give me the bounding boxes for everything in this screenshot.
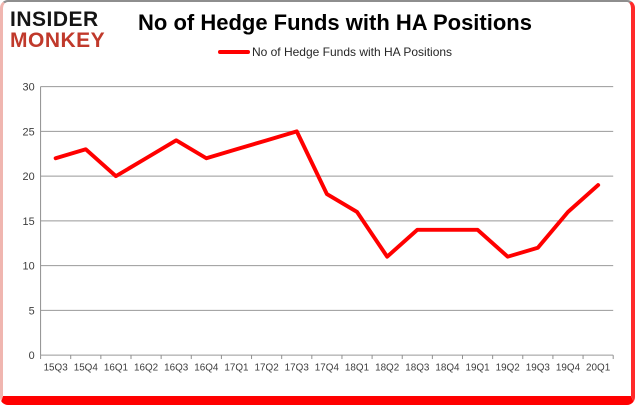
x-axis-tick-label: 15Q4 [74, 363, 99, 374]
y-axis-tick-label: 30 [23, 82, 35, 94]
legend-label: No of Hedge Funds with HA Positions [251, 45, 453, 59]
x-axis-tick-label: 19Q4 [556, 363, 581, 374]
x-axis-tick-label: 16Q3 [164, 363, 189, 374]
y-axis-tick-label: 0 [29, 350, 35, 362]
logo-text-monkey: MONKEY [10, 28, 106, 52]
line-chart: 0 5 10 15 20 25 30 15Q3 15Q4 16Q1 16Q2 16Q3 16Q4 17Q1… [23, 82, 614, 374]
x-axis-tick-label: 17Q3 [285, 363, 310, 374]
x-axis-tick-label: 19Q1 [465, 363, 489, 374]
y-axis-tick-label: 20 [23, 171, 35, 183]
x-axis-tick-label: 18Q4 [435, 363, 460, 374]
x-axis-tick-label: 19Q3 [526, 363, 551, 374]
x-axis-tick-label: 17Q4 [315, 363, 340, 374]
x-axis-tick-label: 19Q2 [496, 363, 520, 374]
x-axis-tick-label: 16Q4 [194, 363, 219, 374]
y-axis-tick-label: 15 [23, 216, 35, 228]
x-axis-tick-label: 18Q1 [345, 363, 369, 374]
chart-title: No of Hedge Funds with HA Positions [138, 10, 532, 35]
legend: No of Hedge Funds with HA Positions [39, 45, 631, 59]
x-axis-tick-label: 16Q1 [104, 363, 128, 374]
x-axis-tick-label: 16Q2 [134, 363, 158, 374]
x-axis-tick-label: 17Q1 [224, 363, 248, 374]
series-line [53, 129, 601, 259]
insider-monkey-logo: INSIDER MONKEY [10, 8, 106, 52]
x-axis-tick-label: 20Q1 [586, 363, 610, 374]
y-axis-tick-label: 25 [23, 126, 35, 138]
x-axis-tick-label: 18Q3 [405, 363, 430, 374]
y-axis-tick-label: 10 [23, 261, 35, 273]
x-axis-tick-label: 17Q2 [255, 363, 279, 374]
logo-text-insider: INSIDER [10, 8, 99, 31]
x-axis-tick-label: 18Q2 [375, 363, 399, 374]
legend-line-icon [217, 50, 250, 54]
x-axis-tick-label: 15Q3 [44, 363, 69, 374]
y-axis-tick-label: 5 [29, 305, 35, 317]
chart-header: No of Hedge Funds with HA Positions No o… [39, 10, 631, 59]
